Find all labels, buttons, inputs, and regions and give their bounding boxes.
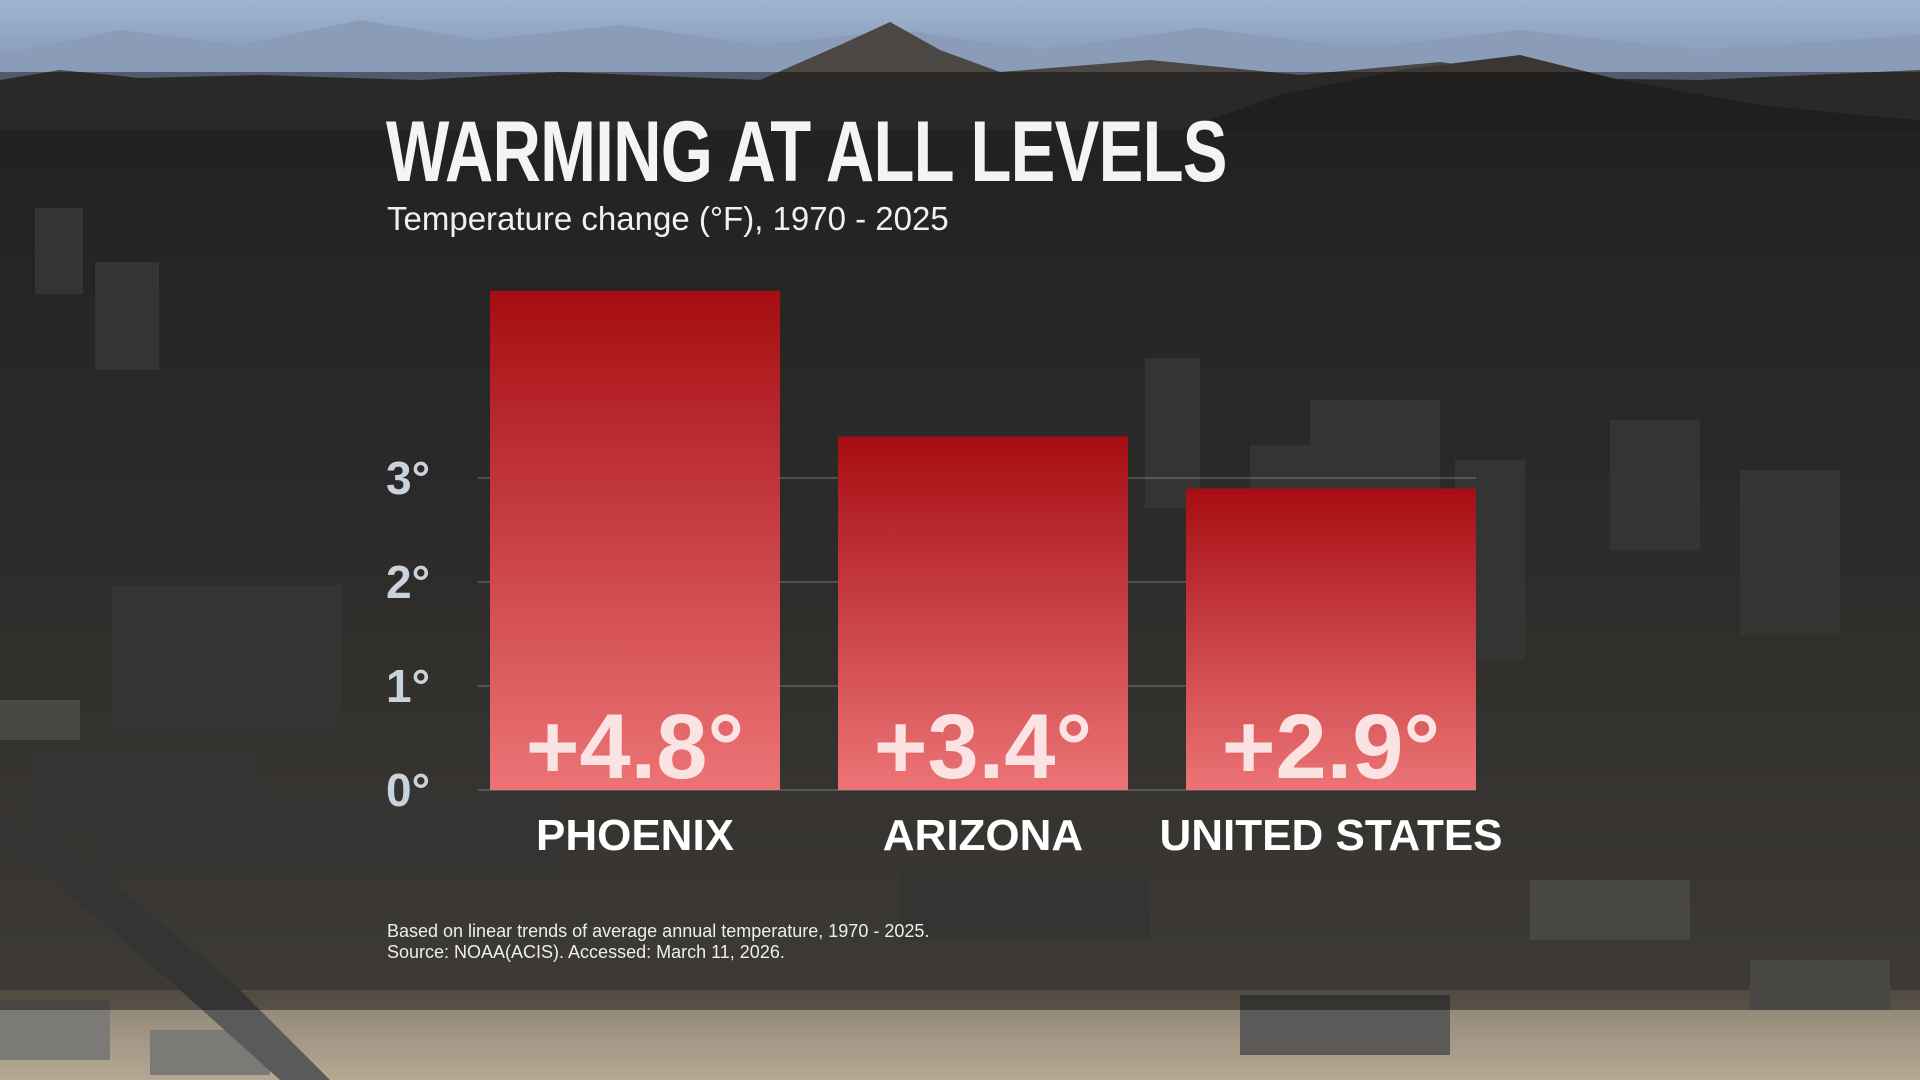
chart-subtitle: Temperature change (°F), 1970 - 2025 [387,200,949,237]
category-label: UNITED STATES [1159,811,1502,860]
y-tick-label: 0° [386,764,430,816]
category-label: ARIZONA [883,811,1083,860]
bar [490,290,780,790]
y-axis-tick-labels: 0° 1° 2° 3° [386,452,430,816]
bar [838,436,1128,790]
value-labels: +4.8° +3.4° +2.9° [526,696,1440,798]
category-label: PHOENIX [536,811,734,860]
value-label: +3.4° [874,696,1092,798]
category-labels: PHOENIX ARIZONA UNITED STATES [536,811,1503,860]
value-label: +2.9° [1222,696,1440,798]
y-tick-label: 1° [386,660,430,712]
y-tick-label: 2° [386,556,430,608]
source-footnote: Based on linear trends of average annual… [387,921,929,963]
footnote-method: Based on linear trends of average annual… [387,921,930,941]
chart-title: WARMING AT ALL LEVELS [386,104,1228,200]
footnote-source: Source: NOAA(ACIS). Accessed: March 11, … [387,942,785,962]
bar [1186,488,1476,790]
bars [490,290,1476,790]
y-tick-label: 3° [386,452,430,504]
value-label: +4.8° [526,696,744,798]
